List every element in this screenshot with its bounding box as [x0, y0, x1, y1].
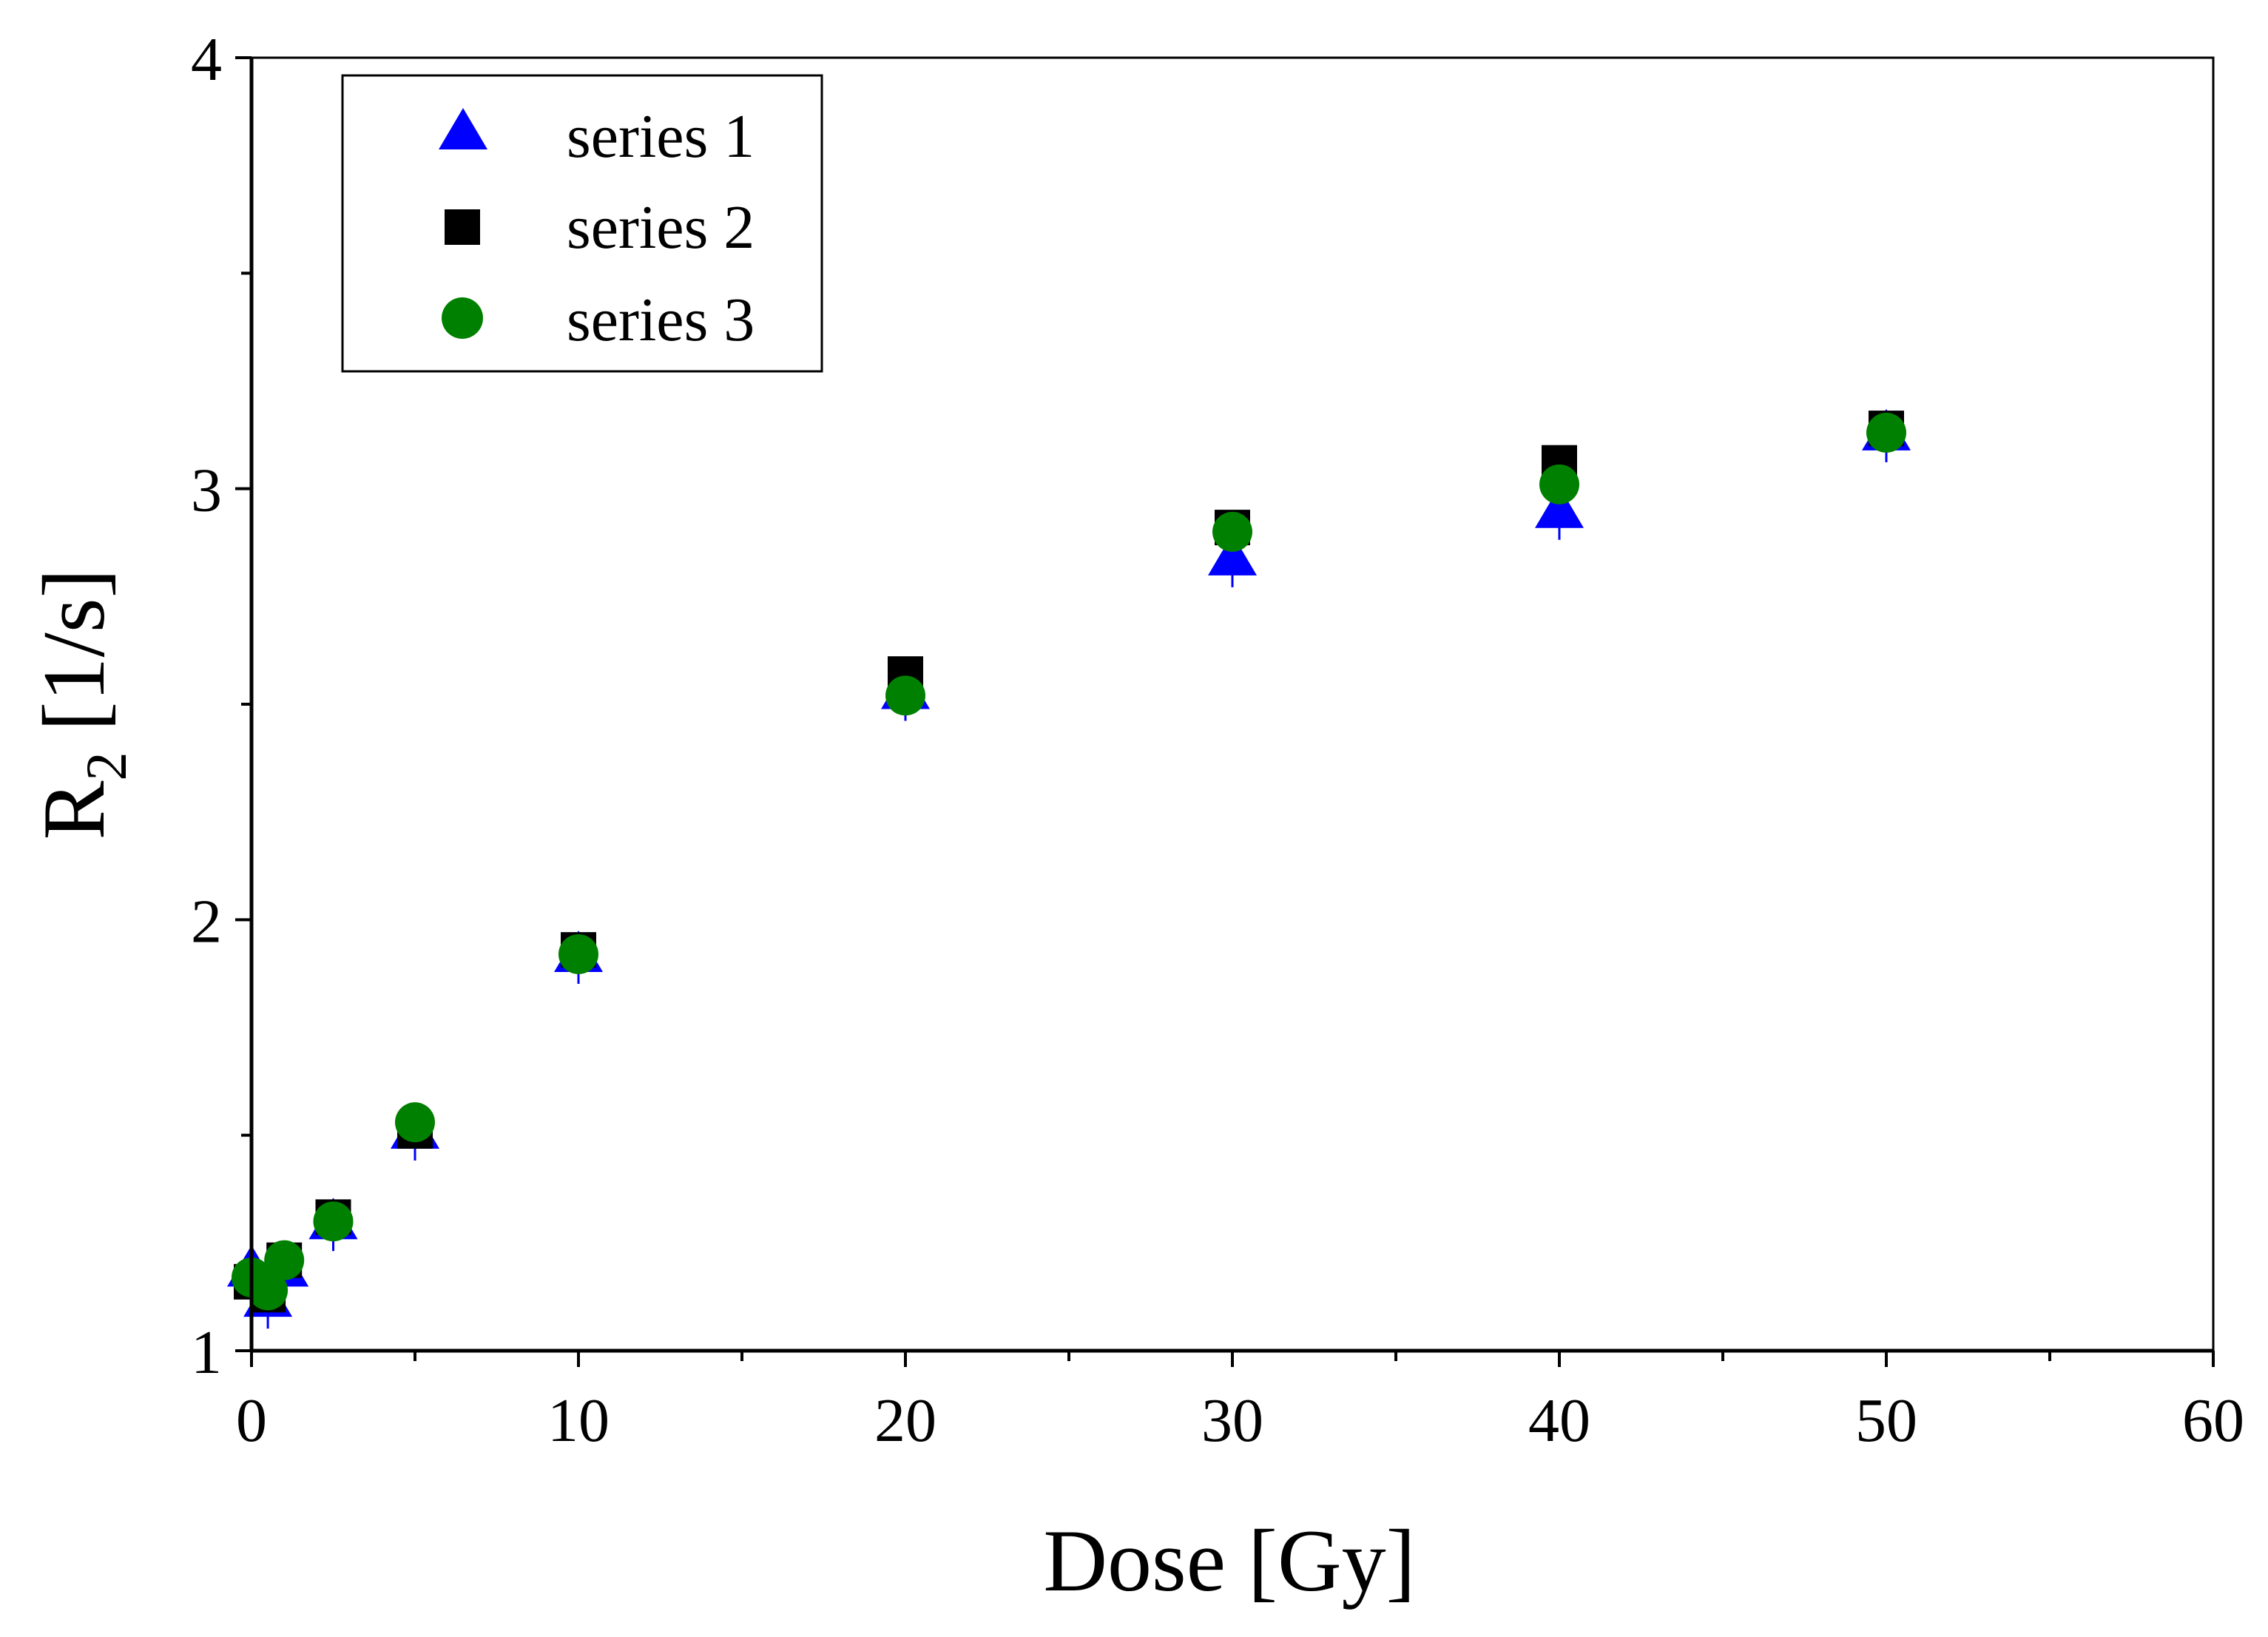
y-tick-label: 4 [191, 25, 222, 94]
legend-box [341, 74, 823, 373]
legend-marker-series-2 [445, 209, 480, 245]
legend-marker-series-1 [439, 108, 487, 149]
data-point-series-1 [1208, 533, 1257, 576]
x-tick-label: 40 [1528, 1386, 1590, 1455]
data-point-series-3 [1539, 464, 1579, 504]
legend-label-series-3: series 3 [567, 286, 755, 354]
data-point-series-3 [1212, 511, 1252, 552]
data-point-series-3 [248, 1270, 288, 1311]
y-axis-label-main: R [24, 780, 123, 840]
y-tick-label: 3 [191, 456, 222, 525]
legend: series 1 series 2 series 3 [341, 74, 823, 373]
x-tick-label: 20 [874, 1386, 936, 1455]
legend-label-series-2: series 2 [567, 193, 755, 262]
x-tick-label: 30 [1201, 1386, 1263, 1455]
y-tick-label: 1 [191, 1318, 222, 1387]
legend-marker-series-3 [442, 297, 483, 339]
data-point-series-1 [1535, 486, 1584, 528]
y-axis-label: R2 [1/s] [24, 568, 138, 840]
data-point-series-3 [395, 1102, 435, 1143]
tick-labels: 0 10 20 30 40 50 60 1 2 3 4 [191, 25, 2244, 1455]
y-tick-label: 2 [191, 887, 222, 956]
x-tick-label: 0 [236, 1386, 267, 1455]
data-point-series-3 [885, 675, 925, 716]
data-point-series-3 [558, 934, 598, 974]
x-tick-label: 50 [1855, 1386, 1917, 1455]
x-axis-label: Dose [Gy] [1043, 1511, 1415, 1610]
data-point-series-3 [313, 1201, 354, 1242]
data-markers [227, 408, 1911, 1329]
x-tick-label: 60 [2182, 1386, 2244, 1455]
x-tick-label: 10 [547, 1386, 610, 1455]
y-axis-label-unit: [1/s] [24, 568, 123, 731]
y-axis-label-subscript: 2 [74, 752, 138, 780]
data-point-series-3 [264, 1240, 305, 1280]
legend-label-series-1: series 1 [567, 102, 755, 171]
data-point-series-3 [1866, 412, 1906, 453]
